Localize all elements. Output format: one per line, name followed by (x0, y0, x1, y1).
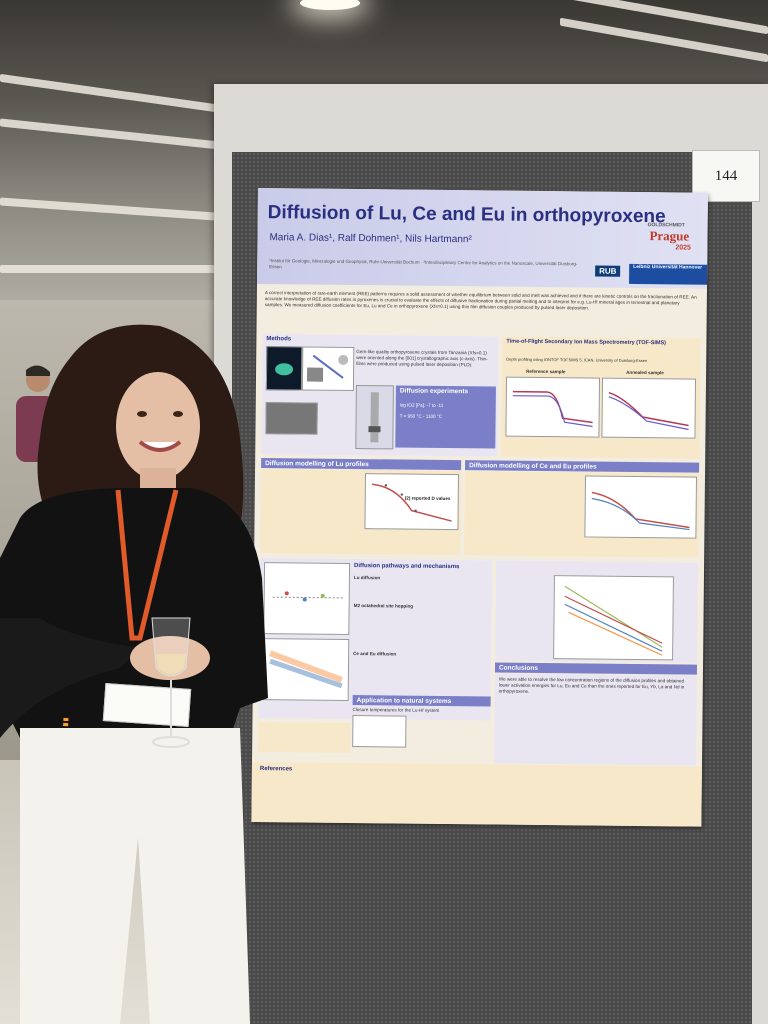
presenter-person (0, 324, 268, 1024)
reported-d-values-label: (2) reported D values (404, 495, 451, 502)
closure-temperature-plot (352, 715, 407, 748)
pathways-heading: Diffusion pathways and mechanisms (354, 563, 460, 571)
ceiling-slat (0, 118, 220, 150)
application-heading: Application to natural systems (352, 695, 491, 707)
furnace-figure (355, 385, 394, 450)
ce-eu-profile-plot (584, 475, 698, 539)
thin-film-sketch (265, 402, 318, 435)
annealed-sample-label: Annealed sample (626, 369, 664, 376)
luh-logo: Leibniz Universität Hannover (629, 263, 708, 285)
diffusion-arrhenius-plot-2 (262, 638, 350, 701)
conclusions-text: We were able to resolve the low concentr… (498, 676, 685, 694)
ceiling-slat (0, 197, 215, 221)
methods-text: Gem-like quality orthopyroxene crystals … (356, 349, 488, 368)
lu-diffusion-label: Lu diffusion (353, 575, 381, 581)
ceiling-slat (0, 265, 215, 273)
arrhenius-comparison-plot (553, 575, 674, 661)
poster-authors: Maria A. Dias¹, Ralf Dohmen¹, Nils Hartm… (269, 232, 472, 246)
conference-year: 2025 (675, 244, 692, 252)
lu-modelling-heading: Diffusion modelling of Lu profiles (261, 458, 462, 471)
methods-heading: Methods (266, 336, 292, 343)
m2-hopping-label: M2 octahedral site hopping (353, 603, 414, 609)
lu-profile-fit-plot (364, 473, 460, 531)
poster-intro: A correct interpretation of rare-earth e… (264, 290, 697, 311)
ceiling-lamp (300, 0, 360, 10)
poster-title: Diffusion of Lu, Ce and Eu in orthopyrox… (267, 202, 666, 228)
lu-hf-note (258, 722, 351, 753)
scientific-poster: Diffusion of Lu, Ce and Eu in orthopyrox… (251, 188, 708, 827)
prague-logo: Prague (649, 228, 690, 244)
crystal-photo (265, 346, 303, 391)
ceiling-slat (0, 73, 230, 115)
rub-logo: RUB (595, 265, 621, 277)
pld-setup-figure (301, 346, 355, 392)
diffusion-experiments-heading: Diffusion experiments (399, 387, 469, 396)
diffusion-arrhenius-plot-1 (263, 562, 351, 635)
conclusions-heading: Conclusions (494, 662, 698, 675)
annealed-profile-plot (601, 377, 697, 439)
wine-glass (151, 617, 191, 748)
condition-temperature: T = 950 °C - 1100 °C (399, 413, 443, 419)
reference-sample-label: Reference sample (526, 368, 566, 375)
references-panel (251, 761, 702, 827)
reference-profile-plot (505, 376, 601, 438)
condition-fo2: log fO2 [Pa]: -7 to -11 (399, 402, 444, 408)
application-text: Closure temperatures for the Lu-Hf syste… (352, 707, 440, 713)
diffusion-experiments-box: Diffusion experiments log fO2 [Pa]: -7 t… (395, 385, 496, 449)
ce-eu-diffusion-label: Ce and Eu diffusion (353, 651, 397, 657)
